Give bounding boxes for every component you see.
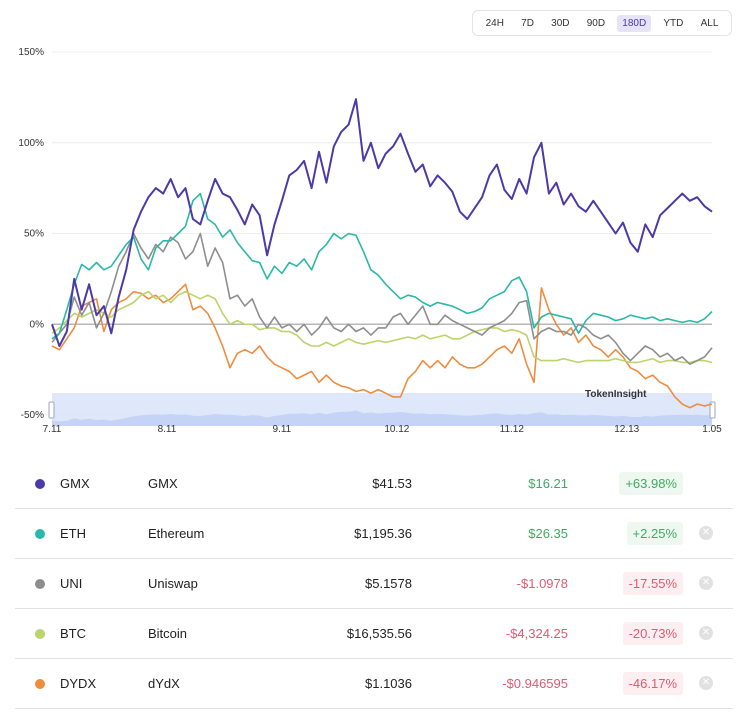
time-range-selector: 24H 7D 30D 90D 180D YTD ALL bbox=[472, 10, 732, 36]
percent-change-badge: -20.73% bbox=[622, 622, 683, 645]
x-tick-label: 10.12 bbox=[384, 424, 409, 435]
price-change: -$4,324.25 bbox=[505, 626, 568, 641]
price-change: -$0.946595 bbox=[502, 676, 568, 691]
series-line-eth bbox=[51, 192, 713, 340]
table-row[interactable]: BTC Bitcoin $16,535.56 -$4,324.25 -20.73% ✕ bbox=[15, 609, 733, 659]
asset-name: Bitcoin bbox=[148, 626, 188, 641]
asset-symbol: DYDX bbox=[60, 676, 97, 691]
range-button-7d[interactable]: 7D bbox=[521, 17, 534, 29]
asset-name: Uniswap bbox=[148, 576, 198, 591]
price-change-chart: -50% 0% 50% 100% 150% TokenInsight 7.11 8.11 9.1… bbox=[18, 47, 722, 435]
range-button-180d[interactable]: 180D bbox=[617, 14, 652, 32]
watermark-text: TokenInsight bbox=[585, 389, 647, 400]
x-tick-label: 8.11 bbox=[158, 424, 177, 435]
asset-symbol: GMX bbox=[60, 476, 90, 491]
series-line-dydx bbox=[51, 283, 713, 409]
asset-symbol: ETH bbox=[60, 526, 86, 541]
table-row[interactable]: UNI Uniswap $5.1578 -$1.0978 -17.55% ✕ bbox=[15, 559, 733, 609]
table-row[interactable]: ETH Ethereum $1,195.36 $26.35 +2.25% ✕ bbox=[15, 509, 733, 559]
y-tick-label: 150% bbox=[18, 47, 44, 58]
remove-asset-icon[interactable]: ✕ bbox=[699, 576, 713, 590]
y-tick-label: -50% bbox=[21, 410, 44, 421]
table-row[interactable]: GMX GMX $41.53 $16.21 +63.98% bbox=[15, 459, 733, 509]
price-change: $26.35 bbox=[528, 526, 568, 541]
percent-change-badge: +2.25% bbox=[626, 522, 683, 545]
x-tick-label: 12.13 bbox=[614, 424, 639, 435]
y-tick-label: 0% bbox=[30, 319, 45, 330]
series-line-gmx bbox=[51, 98, 713, 347]
series-color-dot bbox=[35, 479, 45, 489]
series-color-dot bbox=[35, 679, 45, 689]
asset-symbol: UNI bbox=[60, 576, 83, 591]
series-line-btc bbox=[51, 290, 713, 364]
asset-price: $41.53 bbox=[372, 476, 412, 491]
range-button-30d[interactable]: 30D bbox=[551, 17, 570, 29]
asset-table: GMX GMX $41.53 $16.21 +63.98% ETH Ethereum $1,1… bbox=[15, 459, 733, 709]
remove-asset-icon[interactable]: ✕ bbox=[699, 526, 713, 540]
range-button-ytd[interactable]: YTD bbox=[663, 17, 684, 29]
y-tick-label: 50% bbox=[24, 229, 44, 240]
percent-change-badge: -17.55% bbox=[622, 572, 683, 595]
y-tick-label: 100% bbox=[18, 138, 44, 149]
asset-price: $1,195.36 bbox=[354, 526, 412, 541]
remove-asset-icon[interactable]: ✕ bbox=[699, 676, 713, 690]
range-button-90d[interactable]: 90D bbox=[586, 17, 606, 29]
navigator-area bbox=[52, 410, 712, 426]
x-tick-label: 9.11 bbox=[273, 424, 292, 435]
asset-price: $1.1036 bbox=[365, 676, 412, 691]
range-button-24h[interactable]: 24H bbox=[485, 17, 504, 29]
series-color-dot bbox=[35, 629, 45, 639]
asset-price: $16,535.56 bbox=[346, 626, 412, 641]
navigator-handle-right bbox=[709, 401, 716, 419]
x-tick-label: 11.12 bbox=[500, 424, 525, 435]
series-line-uni bbox=[51, 232, 713, 365]
percent-change-badge: +63.98% bbox=[619, 472, 683, 495]
navigator-handle-left bbox=[48, 401, 55, 419]
price-change: $16.21 bbox=[528, 476, 568, 491]
asset-name: dYdX bbox=[148, 676, 180, 691]
x-tick-label: 7.11 bbox=[43, 424, 62, 435]
asset-symbol: BTC bbox=[60, 626, 86, 641]
series-color-dot bbox=[35, 529, 45, 539]
asset-name: GMX bbox=[148, 476, 178, 491]
percent-change-badge: -46.17% bbox=[622, 672, 683, 695]
x-tick-label: 1.05 bbox=[702, 424, 722, 435]
range-button-all[interactable]: ALL bbox=[700, 17, 719, 29]
series-color-dot bbox=[35, 579, 45, 589]
remove-asset-icon[interactable]: ✕ bbox=[699, 626, 713, 640]
price-change: -$1.0978 bbox=[516, 576, 568, 591]
asset-price: $5.1578 bbox=[365, 576, 412, 591]
table-row[interactable]: DYDX dYdX $1.1036 -$0.946595 -46.17% ✕ bbox=[15, 659, 733, 709]
asset-name: Ethereum bbox=[148, 526, 205, 541]
